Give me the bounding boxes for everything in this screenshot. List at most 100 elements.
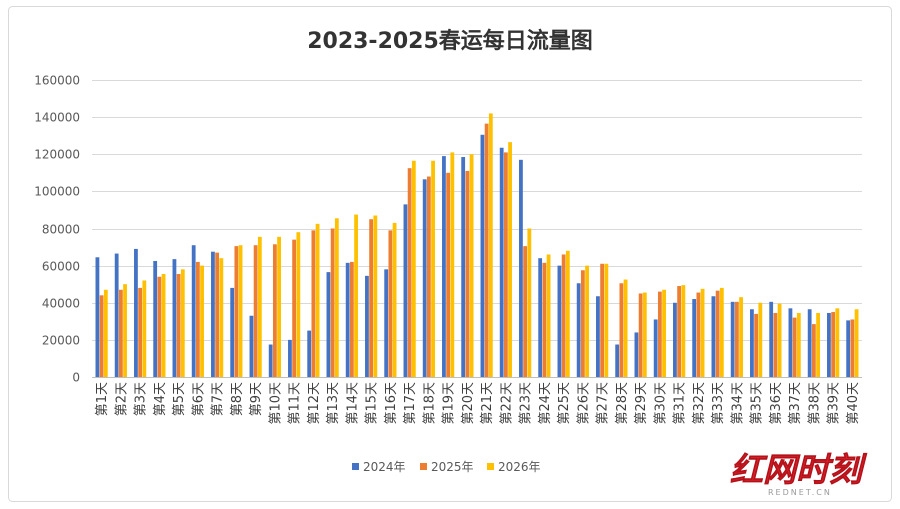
x-tick-label: 第13天 — [326, 382, 341, 425]
bar-2024-day-28 — [615, 344, 620, 377]
bar-2026-day-8 — [238, 245, 243, 377]
bar-2026-day-2 — [123, 284, 127, 377]
bar-2025-day-28 — [619, 283, 624, 377]
bar-2025-day-30 — [657, 291, 662, 377]
bar-2026-day-32 — [700, 288, 705, 377]
x-tick-label: 第4天 — [153, 382, 168, 416]
bar-2024-day-16 — [384, 269, 389, 377]
x-tick-label: 第26天 — [576, 382, 591, 425]
bar-2025-day-2 — [118, 289, 123, 377]
bar-2026-day-16 — [392, 222, 397, 377]
bar-2024-day-13 — [326, 272, 331, 377]
bar-2024-day-26 — [576, 283, 581, 377]
bar-2024-day-25 — [557, 265, 562, 378]
x-tick-label: 第12天 — [307, 382, 322, 425]
bar-2025-day-13 — [330, 228, 335, 377]
legend: 2024年 2025年 2026年 — [352, 460, 541, 474]
x-tick-label: 第36天 — [769, 382, 784, 425]
bar-2024-day-30 — [653, 319, 658, 377]
bar-2025-day-29 — [638, 293, 643, 377]
legend-label-2025: 2025年 — [431, 460, 474, 474]
bar-2024-day-12 — [307, 330, 312, 377]
bar-2026-day-34 — [739, 297, 743, 377]
x-tick-label: 第8天 — [230, 382, 245, 416]
bar-2024-day-1 — [95, 257, 100, 377]
x-tick-label: 第17天 — [403, 382, 418, 425]
bar-2024-day-36 — [769, 301, 774, 377]
legend-swatch-2025 — [420, 463, 427, 470]
bar-2026-day-37 — [796, 312, 801, 377]
bar-2025-day-35 — [754, 313, 759, 377]
bar-2025-day-20 — [465, 170, 470, 377]
bar-2026-day-5 — [180, 269, 185, 377]
x-tick-label: 第38天 — [807, 382, 822, 425]
bar-2024-day-39 — [827, 312, 831, 377]
legend-label-2024: 2024年 — [363, 460, 406, 474]
bar-2025-day-39 — [831, 312, 836, 377]
x-tick-label: 第28天 — [615, 382, 630, 425]
x-tick-label: 第30天 — [653, 382, 668, 425]
bar-2024-day-23 — [519, 159, 523, 377]
bar-2024-day-34 — [730, 301, 735, 377]
x-tick-label: 第18天 — [422, 382, 437, 425]
bar-2025-day-4 — [157, 276, 162, 377]
bar-2026-day-39 — [835, 308, 840, 377]
x-tick-label: 第9天 — [249, 382, 264, 416]
bar-2024-day-19 — [442, 156, 446, 377]
bar-2026-day-15 — [373, 215, 378, 377]
bar-2025-day-36 — [773, 312, 778, 377]
x-tick-label: 第35天 — [750, 382, 765, 425]
bar-2024-day-15 — [365, 275, 369, 377]
legend-label-2026: 2026年 — [498, 460, 541, 474]
bar-2025-day-23 — [523, 246, 528, 377]
bar-2026-day-35 — [758, 302, 763, 377]
bar-2025-day-18 — [426, 176, 431, 377]
y-tick-label: 120000 — [34, 148, 80, 162]
x-tick-label: 第31天 — [673, 382, 688, 425]
bar-2026-day-25 — [565, 250, 570, 377]
bar-2025-day-21 — [484, 123, 489, 378]
bar-2025-day-17 — [407, 168, 412, 377]
x-tick-label: 第15天 — [365, 382, 380, 425]
bar-2026-day-30 — [662, 289, 666, 377]
x-tick-label: 第27天 — [596, 382, 611, 425]
x-tick-label: 第2天 — [114, 382, 129, 416]
bar-2024-day-38 — [807, 309, 812, 377]
bar-2026-day-23 — [527, 228, 532, 377]
bar-2026-day-9 — [257, 236, 262, 377]
bar-2026-day-1 — [103, 289, 108, 377]
bar-2026-day-12 — [315, 223, 320, 377]
x-tick-label: 第6天 — [191, 382, 206, 416]
bar-2024-day-33 — [711, 296, 716, 377]
x-tick-label: 第1天 — [95, 382, 110, 416]
x-tick-label: 第22天 — [499, 382, 514, 425]
x-tick-label: 第37天 — [788, 382, 803, 425]
bar-2025-day-34 — [734, 301, 739, 377]
x-tick-label: 第33天 — [711, 382, 726, 425]
x-tick-label: 第11天 — [288, 382, 303, 425]
bar-2024-day-3 — [134, 248, 138, 377]
bar-2026-day-7 — [219, 258, 224, 377]
bar-2025-day-11 — [292, 239, 297, 377]
bar-2024-day-14 — [345, 262, 350, 377]
x-tick-label: 第29天 — [634, 382, 649, 425]
y-tick-label: 20000 — [42, 334, 80, 348]
bar-2024-day-35 — [750, 309, 754, 377]
bar-2026-day-29 — [642, 292, 647, 377]
bar-2025-day-3 — [138, 287, 143, 377]
bar-2026-day-26 — [585, 265, 589, 378]
x-tick-label: 第14天 — [345, 382, 360, 425]
bar-2025-day-15 — [369, 219, 374, 377]
bar-2026-day-13 — [334, 218, 339, 377]
bar-2025-day-16 — [388, 230, 393, 377]
bar-2024-day-4 — [153, 260, 158, 377]
x-tick-label: 第40天 — [846, 382, 861, 425]
bar-2025-day-33 — [715, 290, 720, 377]
bar-2026-day-20 — [469, 154, 474, 377]
bar-2025-day-5 — [176, 273, 181, 377]
bar-2024-day-40 — [846, 320, 851, 377]
chart-title: 2023-2025春运每日流量图 — [307, 28, 593, 54]
bars — [95, 113, 859, 378]
x-tick-label: 第34天 — [730, 382, 745, 425]
